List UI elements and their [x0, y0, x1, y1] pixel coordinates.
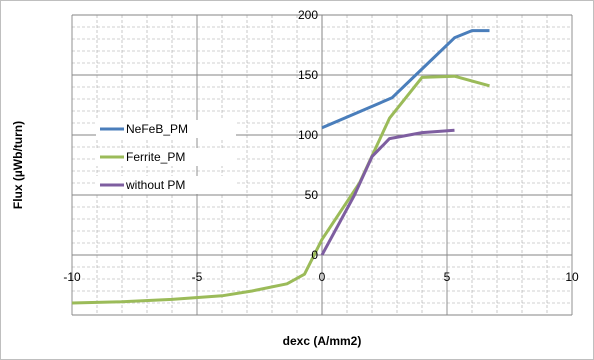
x-tick-label: -10	[63, 270, 81, 284]
x-axis-title: dexc (A/mm2)	[283, 334, 362, 348]
y-tick-label: 150	[298, 68, 318, 82]
series-layer	[71, 29, 490, 305]
y-tick-label: 100	[298, 128, 318, 142]
x-tick-label: -5	[192, 270, 203, 284]
series-line-without-pm	[320, 128, 455, 256]
legend-entry-bg	[96, 176, 236, 194]
legend-entry-bg	[96, 148, 236, 166]
series-line-nefeb-pm	[321, 29, 490, 130]
x-tick-label: 0	[319, 270, 326, 284]
x-tick-label: 5	[444, 270, 451, 284]
series-line-ferrite-pm	[71, 74, 490, 305]
legend-label: NeFeB_PM	[126, 122, 188, 136]
y-axis-title: Flux (µWb/turn)	[11, 121, 25, 209]
y-tick-label: 0	[311, 248, 318, 262]
legend-label: Ferrite_PM	[126, 150, 185, 164]
y-tick-label: 200	[298, 8, 318, 22]
legend-entry-bg	[96, 120, 236, 138]
y-tick-label: 50	[305, 188, 319, 202]
x-tick-label: 10	[565, 270, 579, 284]
legend-label: without PM	[125, 178, 185, 192]
